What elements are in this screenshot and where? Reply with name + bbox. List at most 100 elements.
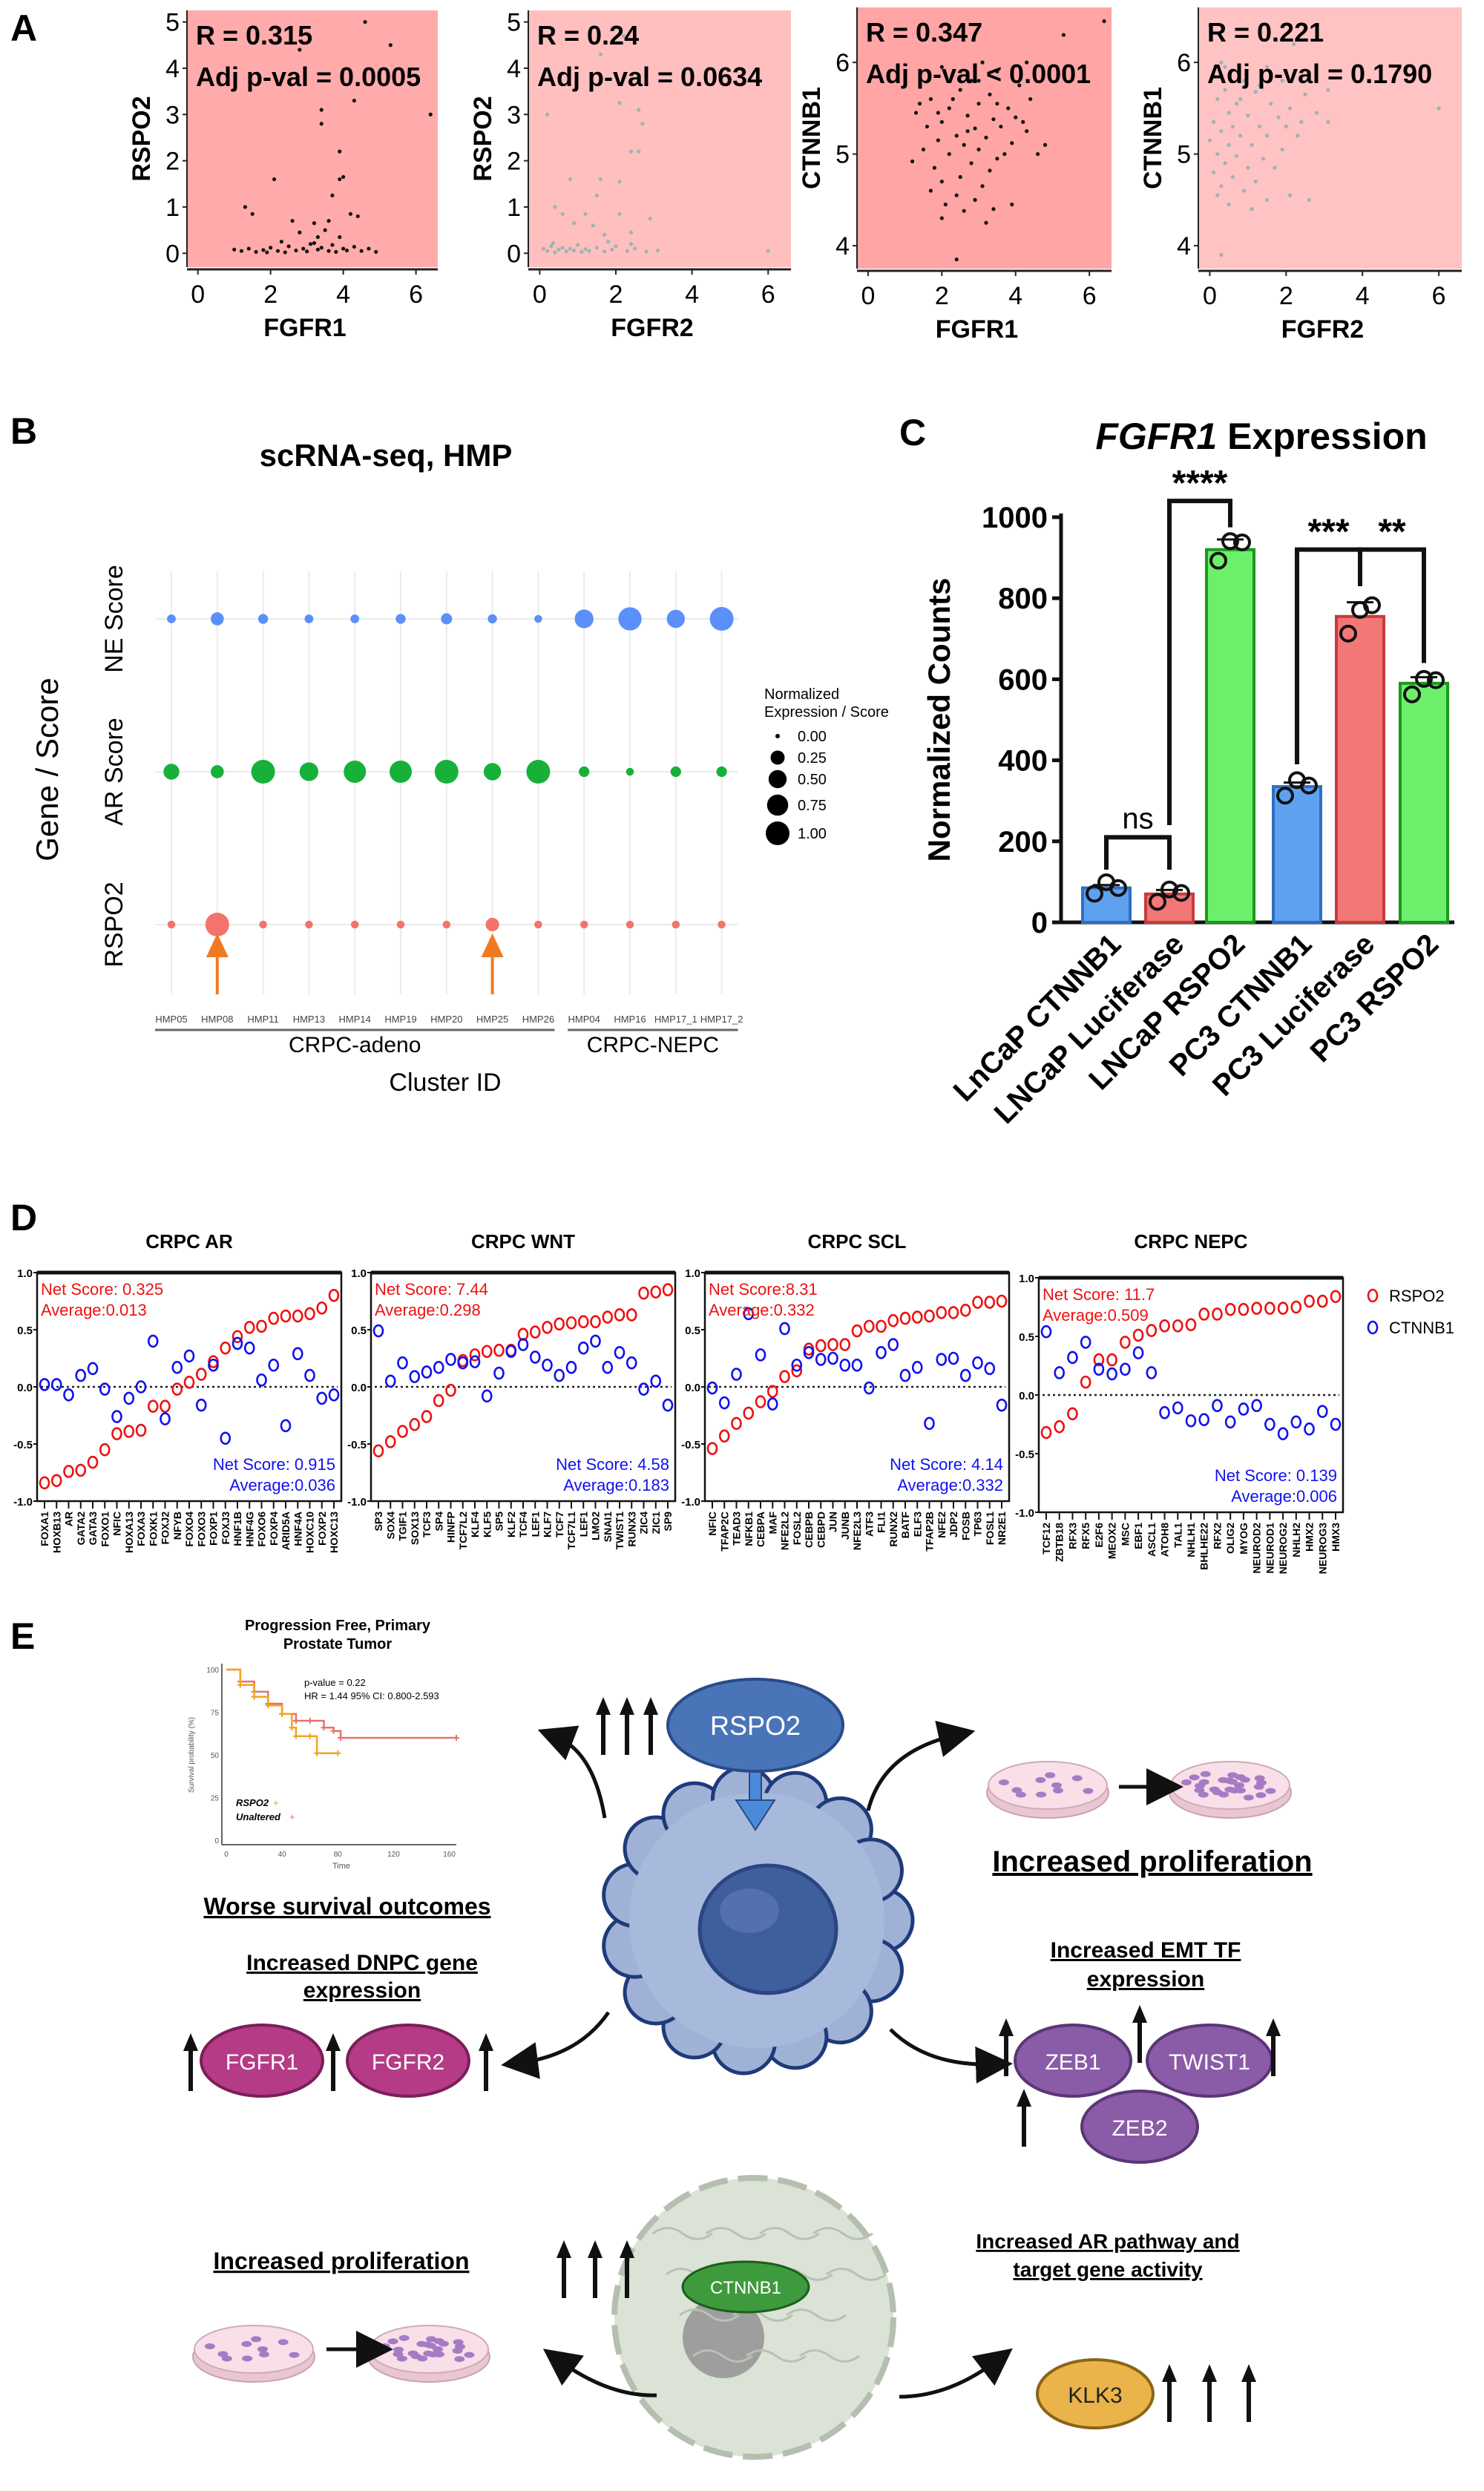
legend-dot (766, 821, 789, 845)
data-point (1025, 60, 1029, 65)
rspo2-point (650, 1285, 662, 1299)
ctnnb1-point (421, 1365, 433, 1379)
rspo2-net-score: Net Score:8.31 (709, 1280, 818, 1299)
correlation-plot-3: CRPC SCL 1.0 0.5 0.0 -0.5 -1.0 NFIC TFAP2C TEAD3… (681, 1230, 1011, 1552)
gene-label: MSC (1119, 1523, 1131, 1546)
x-tick-label: 6 (761, 280, 775, 309)
adj-p-value: Adj p-val = 0.0005 (196, 62, 421, 92)
data-point (1287, 193, 1293, 197)
cell-colony (1052, 1787, 1063, 1793)
dot-rspo2 (672, 920, 680, 929)
data-point (556, 247, 561, 252)
y-tick-label: 4 (835, 232, 850, 260)
data-point (603, 232, 607, 237)
gene-label: NEUROG3 (1316, 1523, 1328, 1574)
ctnnb1-point (1251, 1399, 1262, 1413)
ctnnb1-node: CTNNB1 (681, 2260, 810, 2314)
adj-p-value: Adj p-val = 0.1790 (1207, 59, 1432, 89)
y-tick-label: 0 (1031, 907, 1048, 939)
cell-colony (438, 2340, 449, 2347)
dot-ne-score (574, 609, 594, 629)
cluster-label: HMP20 (430, 1014, 462, 1025)
cluster-label: HMP11 (247, 1014, 278, 1025)
gene-label: CEBPB (803, 1512, 815, 1548)
data-point (614, 244, 618, 249)
cell-colony (1265, 1788, 1276, 1794)
data-point (954, 193, 959, 197)
replicate-point (1086, 885, 1103, 903)
rspo2-point (183, 1376, 195, 1389)
rspo2-net-score: Net Score: 7.44 (375, 1280, 488, 1299)
data-point (939, 65, 944, 69)
gene-label: FOXK1 (147, 1512, 159, 1546)
km-y-tick-label: 25 (211, 1795, 220, 1803)
gene-label: NR2E1 (996, 1512, 1008, 1545)
data-point (603, 249, 607, 254)
data-point (947, 152, 951, 157)
dot-rspo2 (718, 920, 726, 929)
y-tick-label: 0.5 (351, 1325, 367, 1337)
data-point (541, 246, 546, 251)
gene-label: NEUROD2 (1251, 1523, 1263, 1574)
scatter-plot-3: 4 5 6 0 2 4 6 FGFR1 CTNNB1 R = 0.347 Adj p-val < 0… (798, 7, 1112, 344)
data-point (239, 249, 244, 253)
ctnnb1-point (924, 1417, 935, 1431)
rspo2-point (75, 1463, 87, 1477)
data-point (1250, 207, 1254, 211)
increased-proliferation-label-top: Increased proliferation (992, 1845, 1312, 1878)
cell-colony (221, 2355, 232, 2362)
gene-label: TEAD3 (731, 1512, 743, 1546)
ctnnb1-point (650, 1374, 662, 1388)
data-point (294, 248, 298, 253)
cell-colony (393, 2346, 404, 2353)
ctnnb1-average: Average:0.006 (1231, 1487, 1337, 1506)
data-point (428, 112, 433, 116)
rspo2-point (409, 1418, 421, 1431)
data-point (1010, 202, 1014, 207)
rspo2-point (924, 1309, 935, 1323)
rspo2-point (111, 1427, 122, 1440)
gene-label: SP3 (372, 1512, 384, 1532)
rspo2-point (493, 1343, 505, 1357)
data-point (571, 248, 577, 253)
up-arrow-icon (1132, 2005, 1147, 2063)
dot-ne-score (395, 614, 406, 624)
km-x-tick-label: 160 (443, 1851, 456, 1859)
data-point (338, 177, 342, 182)
data-point (1227, 111, 1231, 115)
dot-rspo2 (205, 913, 229, 936)
data-point (925, 124, 930, 129)
klk3-node: KLK3 (1036, 2358, 1155, 2429)
gene-label: ARID5A (280, 1512, 292, 1550)
data-point (1219, 184, 1224, 188)
data-point (1326, 88, 1330, 92)
gene-label: FOXO3 (195, 1512, 207, 1547)
data-point (1021, 119, 1025, 124)
data-point (265, 250, 269, 255)
ctnnb1-point (1106, 1367, 1117, 1381)
correlation-plot-2: CRPC WNT 1.0 0.5 0.0 -0.5 -1.0 SP3 SOX4 TGIF1 SOX… (347, 1230, 677, 1549)
data-point (261, 248, 266, 252)
ctnnb1-point (554, 1368, 565, 1382)
rspo2-point (397, 1425, 408, 1438)
data-point (628, 230, 634, 234)
curved-arrow-icon (866, 1720, 976, 1811)
highlight-arrow-icon (206, 933, 229, 957)
data-point (976, 102, 981, 106)
data-point (286, 244, 291, 249)
legend-dot (770, 750, 785, 765)
data-point (1102, 19, 1106, 24)
ctnnb1-point (1304, 1422, 1315, 1436)
censor-mark (292, 1733, 299, 1739)
ctnnb1-point (791, 1358, 803, 1372)
km-legend-marker: + (289, 1811, 295, 1822)
dot-ne-score (709, 607, 734, 631)
gene-label: LEF1 (529, 1512, 541, 1537)
km-x-tick-label: 120 (387, 1851, 400, 1859)
data-point (1028, 96, 1033, 102)
gene-label: JDP2 (948, 1512, 959, 1537)
x-tick-label: 2 (263, 280, 278, 309)
data-point (1261, 157, 1266, 161)
data-point (1287, 106, 1293, 111)
rspo2-point (63, 1465, 74, 1478)
